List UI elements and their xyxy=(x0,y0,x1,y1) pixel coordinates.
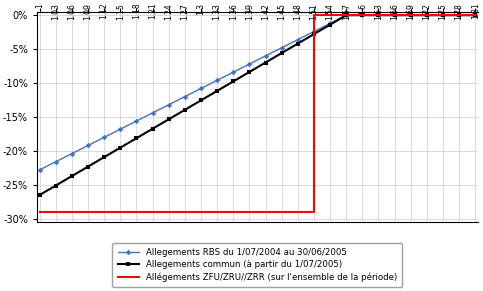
Allegements RBS du 1/07/2004 au 30/06/2005 xyxy=(408,13,413,17)
Allegements RBS du 1/07/2004 au 30/06/2005 xyxy=(53,160,58,164)
Allegements RBS du 1/07/2004 au 30/06/2005 xyxy=(133,119,139,123)
Allégements ZFU/ZRU//ZRR (sur l'ensemble de la période) xyxy=(311,210,317,214)
Legend: Allegements RBS du 1/07/2004 au 30/06/2005, Allegements commun (à partir du 1/07: Allegements RBS du 1/07/2004 au 30/06/20… xyxy=(113,243,402,287)
Allegements commun (à partir du 1/07/2005) xyxy=(295,42,301,45)
Allégements ZFU/ZRU//ZRR (sur l'ensemble de la période) xyxy=(198,210,204,214)
Allégements ZFU/ZRU//ZRR (sur l'ensemble de la période) xyxy=(150,210,156,214)
Allegements RBS du 1/07/2004 au 30/06/2005 xyxy=(69,152,75,155)
Allegements RBS du 1/07/2004 au 30/06/2005 xyxy=(85,144,91,147)
Allegements commun (à partir du 1/07/2005) xyxy=(311,32,317,36)
Allégements ZFU/ZRU//ZRR (sur l'ensemble de la période) xyxy=(311,13,317,17)
Allégements ZFU/ZRU//ZRR (sur l'ensemble de la période) xyxy=(166,210,171,214)
Allegements RBS du 1/07/2004 au 30/06/2005 xyxy=(359,13,365,17)
Allégements ZFU/ZRU//ZRR (sur l'ensemble de la période) xyxy=(53,210,58,214)
Allegements RBS du 1/07/2004 au 30/06/2005 xyxy=(440,13,446,17)
Allégements ZFU/ZRU//ZRR (sur l'ensemble de la période) xyxy=(182,210,188,214)
Allegements commun (à partir du 1/07/2005) xyxy=(246,70,252,74)
Allegements commun (à partir du 1/07/2005) xyxy=(424,13,430,17)
Allégements ZFU/ZRU//ZRR (sur l'ensemble de la période) xyxy=(392,13,398,17)
Allegements RBS du 1/07/2004 au 30/06/2005 xyxy=(343,13,349,17)
Allegements commun (à partir du 1/07/2005) xyxy=(117,146,123,149)
Allegements commun (à partir du 1/07/2005) xyxy=(150,127,156,130)
Allegements RBS du 1/07/2004 au 30/06/2005 xyxy=(37,168,43,172)
Allegements commun (à partir du 1/07/2005) xyxy=(101,155,107,159)
Allegements RBS du 1/07/2004 au 30/06/2005 xyxy=(311,30,317,33)
Allegements RBS du 1/07/2004 au 30/06/2005 xyxy=(279,46,284,49)
Line: Allegements RBS du 1/07/2004 au 30/06/2005: Allegements RBS du 1/07/2004 au 30/06/20… xyxy=(38,13,477,172)
Allegements RBS du 1/07/2004 au 30/06/2005 xyxy=(246,62,252,66)
Allegements commun (à partir du 1/07/2005) xyxy=(343,13,349,17)
Allegements RBS du 1/07/2004 au 30/06/2005 xyxy=(424,13,430,17)
Allegements commun (à partir du 1/07/2005) xyxy=(53,184,58,187)
Allegements commun (à partir du 1/07/2005) xyxy=(392,13,398,17)
Allégements ZFU/ZRU//ZRR (sur l'ensemble de la période) xyxy=(472,13,478,17)
Allégements ZFU/ZRU//ZRR (sur l'ensemble de la période) xyxy=(456,13,462,17)
Allegements commun (à partir du 1/07/2005) xyxy=(472,13,478,17)
Line: Allégements ZFU/ZRU//ZRR (sur l'ensemble de la période): Allégements ZFU/ZRU//ZRR (sur l'ensemble… xyxy=(40,15,475,212)
Allegements commun (à partir du 1/07/2005) xyxy=(408,13,413,17)
Allégements ZFU/ZRU//ZRR (sur l'ensemble de la période) xyxy=(230,210,236,214)
Allegements commun (à partir du 1/07/2005) xyxy=(359,13,365,17)
Allegements RBS du 1/07/2004 au 30/06/2005 xyxy=(230,70,236,74)
Allégements ZFU/ZRU//ZRR (sur l'ensemble de la période) xyxy=(133,210,139,214)
Allegements commun (à partir du 1/07/2005) xyxy=(85,165,91,168)
Allegements RBS du 1/07/2004 au 30/06/2005 xyxy=(376,13,382,17)
Allégements ZFU/ZRU//ZRR (sur l'ensemble de la période) xyxy=(85,210,91,214)
Allégements ZFU/ZRU//ZRR (sur l'ensemble de la période) xyxy=(246,210,252,214)
Allegements RBS du 1/07/2004 au 30/06/2005 xyxy=(117,127,123,131)
Allegements commun (à partir du 1/07/2005) xyxy=(198,99,204,102)
Allegements commun (à partir du 1/07/2005) xyxy=(376,13,382,17)
Allégements ZFU/ZRU//ZRR (sur l'ensemble de la période) xyxy=(117,210,123,214)
Allegements RBS du 1/07/2004 au 30/06/2005 xyxy=(327,22,333,25)
Allegements RBS du 1/07/2004 au 30/06/2005 xyxy=(456,13,462,17)
Allegements commun (à partir du 1/07/2005) xyxy=(440,13,446,17)
Allegements RBS du 1/07/2004 au 30/06/2005 xyxy=(392,13,398,17)
Allégements ZFU/ZRU//ZRR (sur l'ensemble de la période) xyxy=(359,13,365,17)
Allegements RBS du 1/07/2004 au 30/06/2005 xyxy=(182,95,188,98)
Allegements commun (à partir du 1/07/2005) xyxy=(263,61,269,64)
Allegements RBS du 1/07/2004 au 30/06/2005 xyxy=(198,87,204,90)
Allégements ZFU/ZRU//ZRR (sur l'ensemble de la période) xyxy=(37,210,43,214)
Allegements RBS du 1/07/2004 au 30/06/2005 xyxy=(214,79,220,82)
Allegements commun (à partir du 1/07/2005) xyxy=(279,51,284,55)
Allégements ZFU/ZRU//ZRR (sur l'ensemble de la période) xyxy=(408,13,413,17)
Allegements commun (à partir du 1/07/2005) xyxy=(166,118,171,121)
Allegements commun (à partir du 1/07/2005) xyxy=(182,108,188,111)
Allegements commun (à partir du 1/07/2005) xyxy=(37,193,43,197)
Allégements ZFU/ZRU//ZRR (sur l'ensemble de la période) xyxy=(101,210,107,214)
Allegements RBS du 1/07/2004 au 30/06/2005 xyxy=(166,103,171,107)
Allegements RBS du 1/07/2004 au 30/06/2005 xyxy=(295,38,301,41)
Allégements ZFU/ZRU//ZRR (sur l'ensemble de la période) xyxy=(279,210,284,214)
Allégements ZFU/ZRU//ZRR (sur l'ensemble de la période) xyxy=(424,13,430,17)
Allegements RBS du 1/07/2004 au 30/06/2005 xyxy=(150,111,156,115)
Allégements ZFU/ZRU//ZRR (sur l'ensemble de la période) xyxy=(311,13,317,17)
Allégements ZFU/ZRU//ZRR (sur l'ensemble de la période) xyxy=(295,210,301,214)
Allégements ZFU/ZRU//ZRR (sur l'ensemble de la période) xyxy=(343,13,349,17)
Allegements RBS du 1/07/2004 au 30/06/2005 xyxy=(263,54,269,58)
Allegements commun (à partir du 1/07/2005) xyxy=(456,13,462,17)
Allégements ZFU/ZRU//ZRR (sur l'ensemble de la période) xyxy=(327,13,333,17)
Allégements ZFU/ZRU//ZRR (sur l'ensemble de la période) xyxy=(263,210,269,214)
Allegements commun (à partir du 1/07/2005) xyxy=(133,136,139,140)
Allégements ZFU/ZRU//ZRR (sur l'ensemble de la période) xyxy=(440,13,446,17)
Allegements commun (à partir du 1/07/2005) xyxy=(327,23,333,26)
Allegements RBS du 1/07/2004 au 30/06/2005 xyxy=(101,136,107,139)
Allegements commun (à partir du 1/07/2005) xyxy=(214,89,220,93)
Allegements commun (à partir du 1/07/2005) xyxy=(230,80,236,83)
Allegements RBS du 1/07/2004 au 30/06/2005 xyxy=(472,13,478,17)
Line: Allegements commun (à partir du 1/07/2005): Allegements commun (à partir du 1/07/200… xyxy=(38,14,477,196)
Allegements commun (à partir du 1/07/2005) xyxy=(69,174,75,178)
Allégements ZFU/ZRU//ZRR (sur l'ensemble de la période) xyxy=(376,13,382,17)
Allégements ZFU/ZRU//ZRR (sur l'ensemble de la période) xyxy=(69,210,75,214)
Allégements ZFU/ZRU//ZRR (sur l'ensemble de la période) xyxy=(214,210,220,214)
